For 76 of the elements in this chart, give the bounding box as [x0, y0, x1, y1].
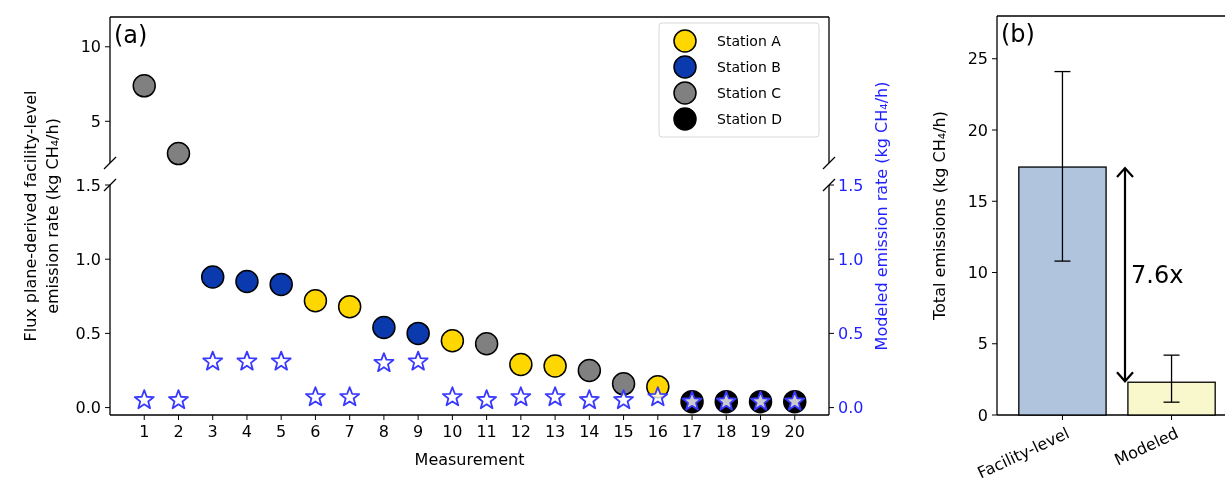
- y-tick-label: 0.0: [75, 398, 101, 418]
- y2-tick-label: 1.0: [838, 249, 864, 269]
- annotation: (a): [114, 21, 148, 49]
- point: [168, 389, 189, 410]
- annotation: 7.6x: [1131, 261, 1184, 290]
- x-tick-label: 14: [579, 422, 600, 441]
- y-axis-title: Total emissions (kg CH₄/h): [930, 111, 949, 321]
- point: [510, 386, 532, 407]
- point: [476, 389, 498, 410]
- x-tick-label: 12: [510, 422, 532, 441]
- x-tick-label: 6: [310, 422, 321, 441]
- point: [305, 386, 326, 407]
- y2-tick-label: 1.5: [838, 175, 864, 195]
- annotation: (b): [1001, 20, 1035, 48]
- y-tick-label: 10: [80, 37, 101, 57]
- point: [337, 294, 362, 319]
- point: [578, 389, 600, 410]
- x-tick-label: 10: [442, 422, 463, 441]
- point: [339, 386, 361, 407]
- point: [406, 321, 430, 346]
- point: [269, 272, 293, 297]
- point: [577, 358, 602, 383]
- y-tick-label: 1.5: [75, 175, 101, 195]
- legend-label: Station D: [717, 110, 783, 127]
- y-tick-label: 10: [967, 263, 988, 283]
- point: [611, 372, 636, 396]
- y2-axis-title: Modeled emission rate (kg CH₄/h): [872, 81, 891, 351]
- point: [200, 265, 225, 289]
- x-tick-label: 9: [413, 422, 424, 441]
- x-tick-label: 8: [378, 422, 389, 441]
- point: [270, 350, 292, 371]
- x-tick-label: 1: [139, 422, 150, 441]
- y-tick-label: 15: [967, 191, 988, 211]
- y2-tick-label: 0.5: [838, 323, 864, 343]
- x-tick-label: 19: [750, 422, 771, 441]
- legend-label: Station C: [717, 84, 782, 101]
- y-tick-label: 1.0: [75, 249, 101, 269]
- point: [647, 386, 669, 407]
- y-tick-label: 5: [90, 111, 101, 131]
- point: [235, 269, 259, 294]
- point: [303, 288, 328, 313]
- point: [474, 332, 499, 356]
- y-tick-label: 5: [977, 334, 988, 354]
- point: [373, 352, 395, 373]
- point: [133, 389, 155, 410]
- y-tick-label: 0: [977, 405, 988, 425]
- x-tick-label: 15: [613, 422, 634, 441]
- y-tick-label: 0.5: [75, 323, 101, 343]
- point: [441, 386, 463, 407]
- x-axis-title: Measurement: [414, 450, 525, 469]
- y2-tick-label: 0.0: [838, 398, 864, 418]
- x-tick-label: 17: [681, 422, 703, 441]
- point: [372, 315, 396, 340]
- y-tick-label: 25: [967, 49, 988, 69]
- y-tick-label: 20: [967, 120, 988, 140]
- point: [544, 386, 566, 407]
- x-tick-label: 11: [476, 422, 497, 441]
- x-tick-label: 2: [173, 422, 184, 441]
- x-tick-label: 4: [241, 422, 253, 441]
- x-tick-label: 20: [784, 422, 805, 441]
- x-tick-label: 16: [647, 422, 668, 441]
- point: [407, 350, 429, 371]
- x-tick-label: 7: [344, 422, 355, 441]
- point: [236, 350, 258, 371]
- point: [509, 352, 533, 377]
- point: [440, 329, 465, 353]
- point: [543, 354, 567, 378]
- x-tick-label: 13: [544, 422, 566, 441]
- y-axis-title: Flux plane-derived facility-level emission rate (kg CH₄/h): [21, 90, 62, 342]
- x-tick-label: 5: [276, 422, 287, 441]
- legend-label: Station B: [717, 58, 781, 75]
- point: [202, 350, 224, 371]
- x-tick-label: 3: [207, 422, 218, 441]
- legend-label: Station A: [717, 32, 782, 49]
- x-tick-label: 18: [716, 422, 737, 441]
- point: [613, 389, 634, 410]
